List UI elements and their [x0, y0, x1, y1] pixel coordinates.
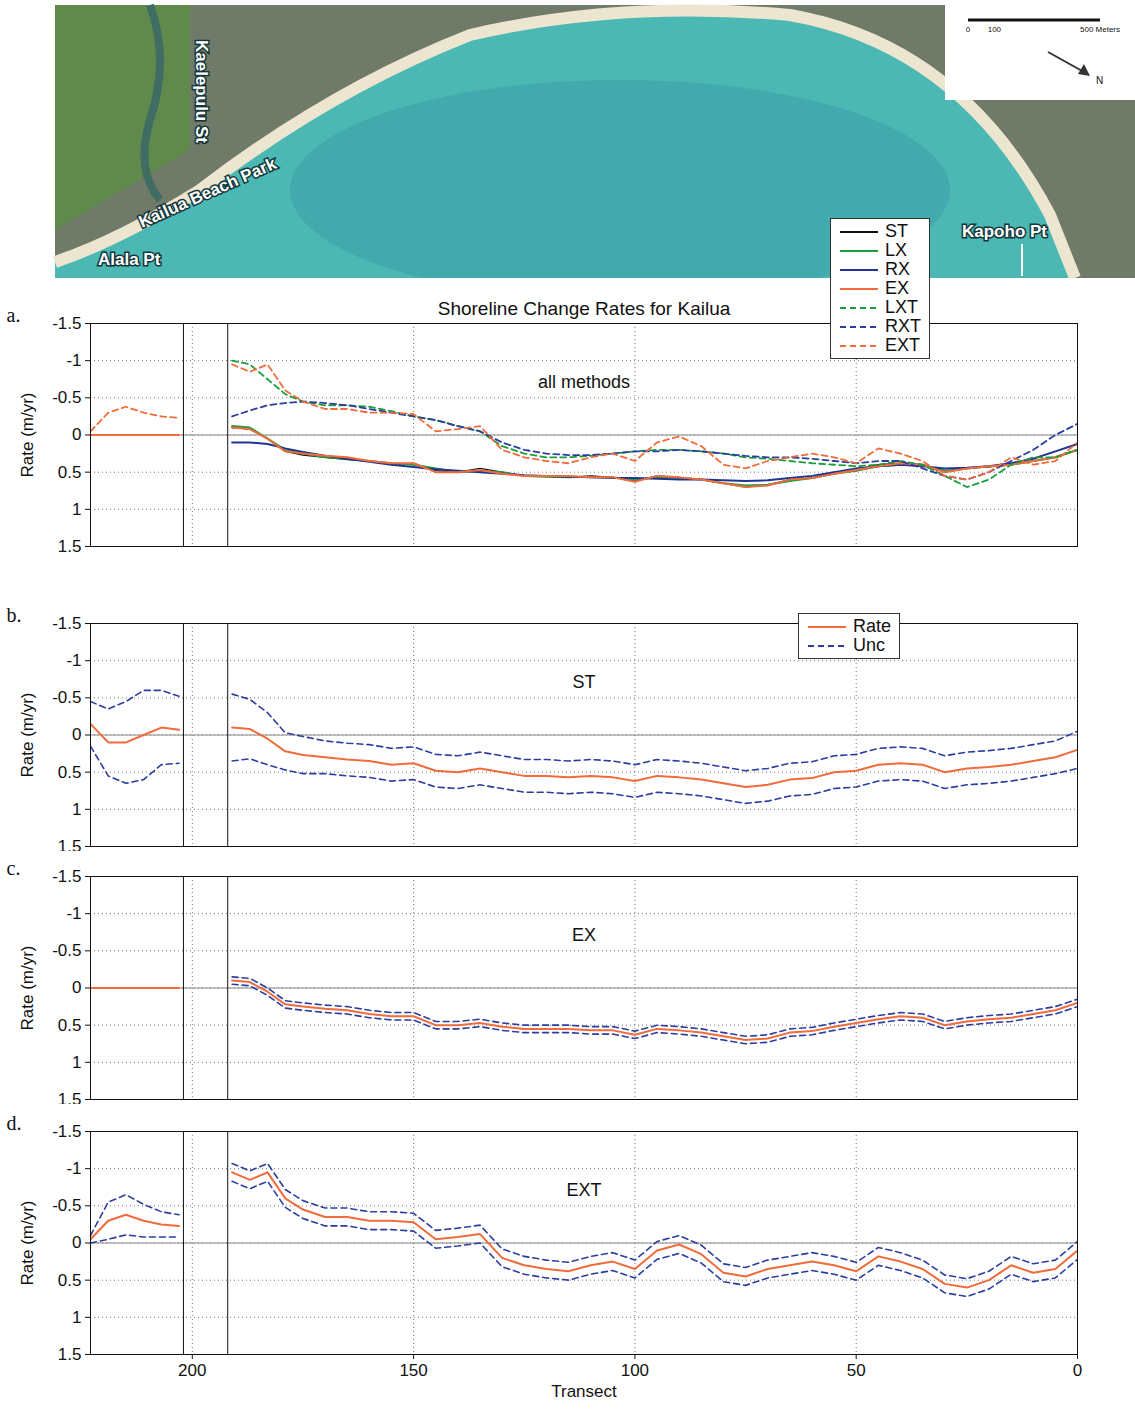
svg-text:1.5: 1.5 — [58, 537, 82, 556]
svg-text:Rate (m/yr): Rate (m/yr) — [18, 393, 37, 478]
svg-text:0.5: 0.5 — [58, 463, 82, 482]
svg-text:c.: c. — [7, 857, 21, 879]
svg-text:0.5: 0.5 — [58, 763, 82, 782]
svg-text:-1: -1 — [66, 904, 81, 923]
svg-text:-1.5: -1.5 — [52, 614, 81, 633]
svg-text:150: 150 — [399, 1361, 427, 1380]
svg-text:1: 1 — [72, 1053, 81, 1072]
svg-text:-1.5: -1.5 — [52, 314, 81, 333]
svg-text:0: 0 — [72, 725, 81, 744]
svg-text:Rate (m/yr): Rate (m/yr) — [18, 946, 37, 1031]
svg-text:all methods: all methods — [538, 372, 630, 392]
svg-text:0: 0 — [72, 1233, 81, 1252]
svg-text:Alala Pt: Alala Pt — [98, 250, 161, 269]
svg-text:100: 100 — [988, 25, 1002, 34]
svg-text:Kapoho Pt: Kapoho Pt — [962, 222, 1047, 241]
svg-text:0: 0 — [1073, 1361, 1082, 1380]
svg-text:ST: ST — [572, 672, 595, 692]
html-text:LX: LX — [885, 240, 907, 260]
html-text:Rate: Rate — [853, 616, 891, 636]
svg-text:-0.5: -0.5 — [52, 941, 81, 960]
svg-text:Rate (m/yr): Rate (m/yr) — [18, 693, 37, 778]
svg-text:Kailua Beach Park: Kailua Beach Park — [136, 154, 280, 232]
svg-text:1.5: 1.5 — [57, 836, 82, 856]
svg-text:-1: -1 — [66, 351, 81, 370]
svg-text:b.: b. — [7, 604, 22, 626]
html-text:RXT: RXT — [885, 316, 921, 336]
html-text:LXT: LXT — [885, 297, 918, 317]
svg-text:500 Meters: 500 Meters — [1080, 25, 1120, 34]
html-text:EXT: EXT — [885, 335, 920, 355]
svg-text:1.5: 1.5 — [58, 1345, 82, 1364]
svg-text:-0.5: -0.5 — [52, 388, 81, 407]
svg-text:-1: -1 — [66, 1159, 81, 1178]
svg-text:N: N — [1096, 75, 1103, 86]
svg-text:0: 0 — [966, 25, 971, 34]
svg-text:1: 1 — [72, 500, 81, 519]
svg-text:-0.5: -0.5 — [52, 1196, 81, 1215]
svg-text:-1: -1 — [66, 651, 81, 670]
svg-text:0.5: 0.5 — [58, 1016, 82, 1035]
svg-text:a.: a. — [7, 304, 21, 326]
svg-text:-1.5: -1.5 — [52, 867, 81, 886]
svg-text:200: 200 — [178, 1361, 206, 1380]
svg-text:EXT: EXT — [566, 1180, 601, 1200]
svg-text:EX: EX — [572, 925, 596, 945]
svg-text:100: 100 — [621, 1361, 649, 1380]
html-text:EX: EX — [885, 278, 909, 298]
svg-text:-0.5: -0.5 — [52, 688, 81, 707]
svg-text:-1.5: -1.5 — [52, 1122, 81, 1141]
svg-text:1.5: 1.5 — [57, 1089, 82, 1109]
svg-text:1: 1 — [72, 800, 81, 819]
html-text:ST: ST — [885, 221, 908, 241]
svg-text:Shoreline Change Rates for Kai: Shoreline Change Rates for Kailua — [438, 298, 731, 319]
svg-text:0: 0 — [72, 978, 81, 997]
svg-text:Transect: Transect — [551, 1382, 617, 1401]
svg-text:0: 0 — [72, 425, 81, 444]
svg-text:50: 50 — [847, 1361, 866, 1380]
html-text:Unc: Unc — [853, 635, 885, 655]
svg-text:Rate (m/yr): Rate (m/yr) — [18, 1201, 37, 1286]
svg-text:d.: d. — [7, 1112, 22, 1134]
svg-text:Kaelepulu St: Kaelepulu St — [192, 40, 211, 143]
svg-text:0.5: 0.5 — [58, 1271, 82, 1290]
svg-text:1: 1 — [72, 1308, 81, 1327]
html-text:RX: RX — [885, 259, 910, 279]
